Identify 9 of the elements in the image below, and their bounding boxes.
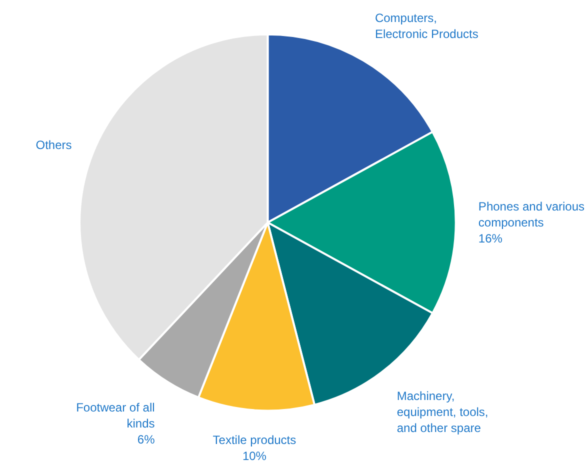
slice-label: Footwear of all kinds xyxy=(76,400,155,431)
data-label: 10% xyxy=(242,448,267,461)
slice-label: Computers, Electronic Products xyxy=(374,11,478,42)
slice-label: Others xyxy=(36,138,72,152)
data-label: 16% xyxy=(478,232,503,246)
slice-label: Phones and various components xyxy=(478,199,585,230)
slice-label: Textile products xyxy=(212,432,296,447)
data-label: 6% xyxy=(137,432,156,447)
slice-label: Machinery, equipment, tools, and other spare xyxy=(396,389,488,436)
